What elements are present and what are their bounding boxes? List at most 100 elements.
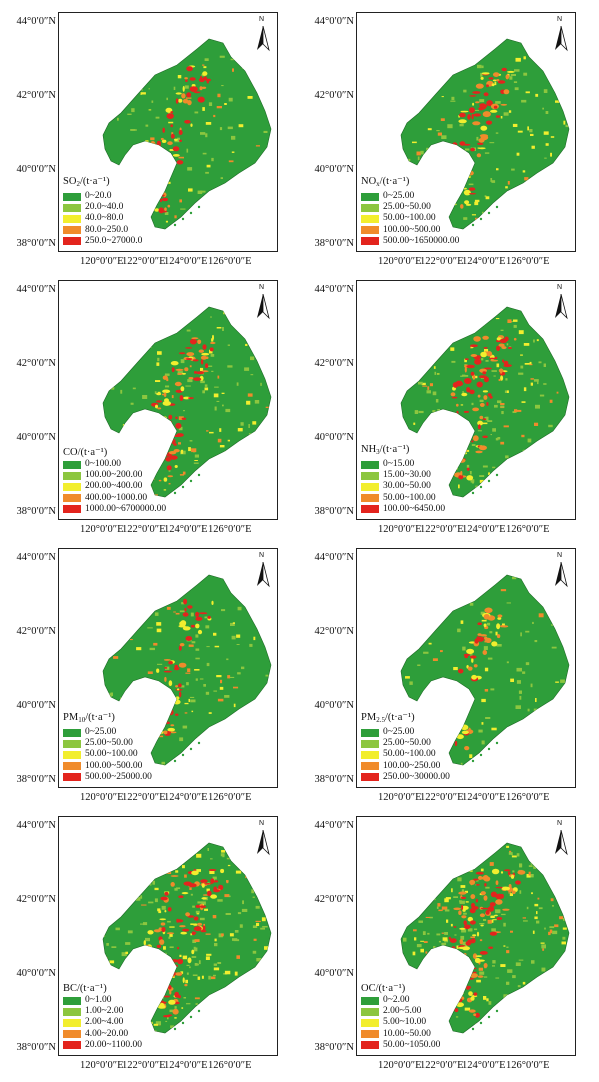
emission-cell (246, 1000, 251, 1004)
emission-cell (128, 963, 132, 966)
emission-cell (154, 314, 160, 318)
emission-hotspot (177, 958, 184, 965)
emission-hotspot (185, 79, 188, 82)
emission-cell (204, 58, 209, 61)
emission-hotspot (500, 375, 504, 381)
emission-cell (462, 391, 464, 393)
emission-cell (531, 960, 535, 964)
emission-hotspot (193, 926, 202, 932)
emission-hotspot (470, 371, 475, 376)
emission-cell (263, 225, 267, 229)
island (471, 759, 475, 763)
legend-class-label: 100.00~250.00 (383, 760, 441, 771)
emission-hotspot (159, 172, 165, 174)
legend-title: PM10/(t·a⁻¹) (63, 712, 152, 726)
emission-hotspot (219, 885, 223, 888)
emission-hotspot (200, 359, 204, 365)
map-panel: 44°0′0″N 42°0′0″N 40°0′0″N 38°0′0″N 120°0′0″… (298, 2, 594, 270)
emission-cell (495, 437, 499, 441)
emission-cell (530, 466, 534, 469)
emission-cell (107, 434, 110, 436)
pollutant-name: NH (361, 443, 377, 455)
emission-cell (494, 404, 498, 408)
latitude-label: 44°0′0″N (314, 16, 354, 27)
emission-cell (445, 897, 451, 900)
emission-cell (550, 970, 553, 973)
emission-cell (272, 899, 274, 902)
emission-hotspot (491, 83, 495, 87)
emission-cell (106, 386, 110, 391)
emission-cell (503, 922, 506, 927)
emission-hotspot (163, 659, 171, 661)
emission-cell (432, 658, 438, 661)
emission-cell (136, 52, 141, 54)
emission-cell (440, 154, 445, 156)
emission-cell (548, 931, 551, 936)
emission-cell (428, 417, 431, 421)
emission-hotspot (157, 977, 165, 981)
emission-cell (217, 375, 220, 379)
emission-hotspot (179, 925, 186, 928)
emission-hotspot (186, 66, 193, 72)
emission-hotspot (151, 430, 159, 432)
emission-cell (113, 901, 116, 905)
emission-hotspot (510, 874, 515, 879)
emission-hotspot (493, 105, 498, 109)
longitude-label: 124°0′0″E (462, 256, 506, 267)
emission-hotspot (177, 373, 183, 375)
emission-cell (125, 703, 130, 707)
emission-cell (174, 1006, 177, 1009)
emission-cell (237, 672, 241, 675)
emission-cell (441, 906, 448, 910)
island (495, 473, 499, 477)
emission-cell (523, 343, 530, 346)
emission-hotspot (205, 356, 209, 359)
emission-hotspot (152, 981, 157, 986)
emission-hotspot (159, 939, 165, 945)
longitude-label: 122°0′0″E (420, 256, 464, 267)
emission-cell (460, 762, 463, 765)
emission-hotspot (496, 623, 501, 630)
emission-cell (103, 861, 106, 865)
emission-cell (153, 334, 157, 339)
longitude-label: 126°0′0″E (506, 524, 550, 535)
legend-swatch (63, 505, 81, 514)
emission-cell (159, 314, 164, 319)
emission-cell (141, 848, 144, 853)
emission-hotspot (193, 377, 202, 381)
emission-cell (182, 725, 188, 729)
emission-hotspot (145, 437, 153, 442)
province-land (102, 574, 272, 766)
emission-hotspot (479, 913, 485, 918)
emission-cell (117, 117, 119, 121)
legend-class-label: 50.00~100.00 (383, 213, 436, 224)
emission-hotspot (156, 668, 160, 673)
latitude-label: 44°0′0″N (16, 552, 56, 563)
island (189, 211, 193, 215)
north-label: N (557, 284, 563, 291)
latitude-label: 38°0′0″N (314, 1042, 354, 1053)
emission-hotspot (472, 91, 481, 94)
emission-hotspot (185, 912, 190, 917)
emission-cell (458, 967, 462, 969)
emission-hotspot (167, 727, 175, 732)
emission-cell (529, 129, 533, 133)
emission-hotspot (202, 894, 209, 896)
emission-cell (154, 898, 158, 903)
longitude-label: 122°0′0″E (122, 792, 166, 803)
emission-hotspot (449, 1001, 456, 1008)
legend-item: 0~25.00 (361, 191, 459, 202)
emission-hotspot (460, 110, 469, 113)
emission-cell (212, 876, 217, 880)
emission-cell (205, 625, 210, 629)
emission-cell (533, 708, 539, 713)
emission-cell (189, 887, 192, 890)
pollutant-name: BC (63, 982, 78, 994)
emission-cell (131, 172, 135, 174)
emission-hotspot (461, 969, 467, 975)
emission-hotspot (201, 86, 207, 90)
emission-cell (408, 371, 411, 375)
emission-cell (197, 1026, 200, 1028)
emission-hotspot (162, 181, 168, 183)
emission-cell (115, 332, 119, 335)
